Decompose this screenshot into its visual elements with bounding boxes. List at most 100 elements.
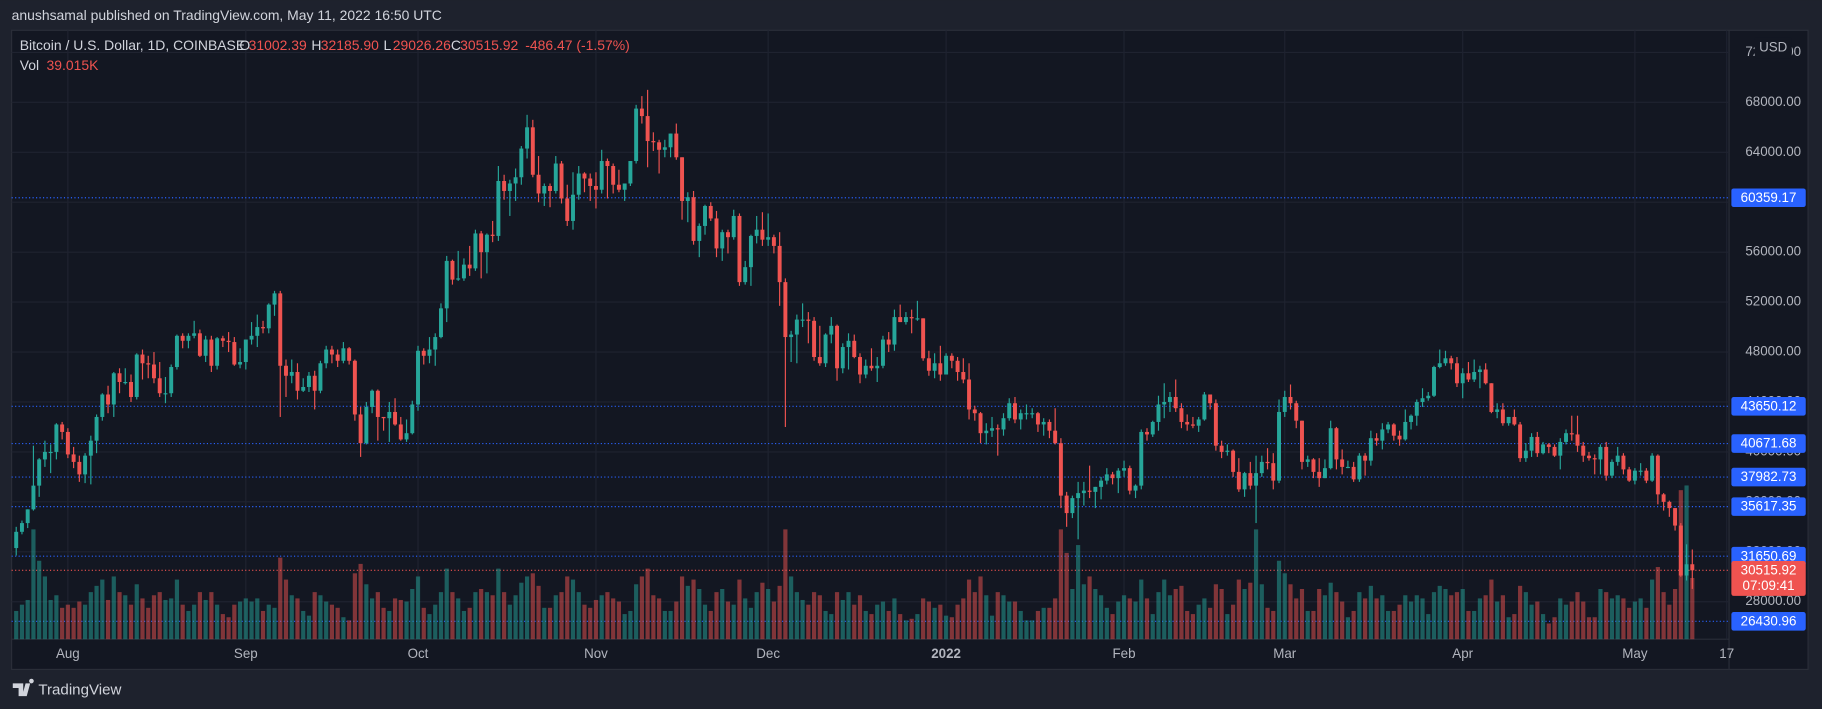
candle-body <box>743 267 748 283</box>
candle-body <box>1437 363 1442 368</box>
volume-bar <box>834 592 840 640</box>
volume-bar <box>226 617 231 640</box>
volume-bar <box>1535 601 1540 640</box>
volume-bar <box>1110 614 1115 640</box>
volume-bar <box>800 599 805 640</box>
candle-body <box>1592 458 1597 460</box>
volume-bar <box>1173 588 1178 640</box>
volume-bar <box>456 598 461 640</box>
volume-bar <box>433 604 438 640</box>
candle-body <box>967 379 972 410</box>
candle-body <box>553 163 558 191</box>
candle-body <box>1403 421 1408 440</box>
candle-body <box>71 454 76 462</box>
volume-bar <box>117 592 122 640</box>
candle-body <box>467 264 472 269</box>
volume-bar <box>524 576 530 640</box>
candle-body <box>1231 450 1236 472</box>
volume-bar <box>42 576 48 640</box>
volume-bar <box>1672 588 1678 640</box>
candle-body <box>341 348 346 361</box>
volume-bar <box>1454 592 1460 640</box>
volume-bar <box>691 579 696 640</box>
candle-body <box>978 413 983 434</box>
volume-bar <box>1190 614 1196 640</box>
y-tick-label: 28000.00 <box>1745 593 1801 608</box>
candle-body <box>197 333 202 356</box>
volume-bar <box>565 576 570 640</box>
volume-bar <box>955 604 960 640</box>
candle-body <box>651 141 656 143</box>
candle-body <box>1271 463 1276 481</box>
volume-bar <box>869 614 874 640</box>
volume-bar <box>490 595 495 640</box>
y-tick-label: 56000.00 <box>1745 244 1801 259</box>
volume-bar <box>852 604 857 640</box>
volume-bar <box>502 592 507 640</box>
volume-bar <box>128 604 134 640</box>
candle-body <box>1546 444 1551 447</box>
volume-bar <box>83 604 88 640</box>
candle-body <box>1609 461 1614 476</box>
volume-bar <box>875 604 880 640</box>
candle-body <box>1506 416 1511 424</box>
volume-bar <box>588 607 593 640</box>
volume-bar <box>1305 610 1310 640</box>
volume-bar <box>921 598 926 640</box>
candle-body <box>111 373 116 405</box>
candle-body <box>324 349 329 364</box>
candle-body <box>1644 470 1649 481</box>
volume-bar <box>1546 623 1551 640</box>
volume-bar <box>1529 604 1534 640</box>
volume-bar <box>1012 601 1018 640</box>
volume-bar <box>995 592 1000 640</box>
volume-bar <box>1231 604 1236 640</box>
volume-bar <box>605 592 610 640</box>
volume-bar <box>1632 601 1637 640</box>
volume-bar <box>467 607 472 640</box>
candle-body <box>1357 455 1362 480</box>
volume-bar <box>220 614 225 640</box>
volume-bar <box>1586 617 1592 640</box>
volume-bar <box>932 607 937 640</box>
candle-body <box>232 342 237 365</box>
candle-body <box>1564 433 1568 442</box>
candle-body <box>1099 480 1104 487</box>
volume-bar <box>1449 595 1454 640</box>
volume-bar <box>1414 595 1419 640</box>
volume-bar <box>1001 595 1006 640</box>
volume-bar <box>1489 579 1494 640</box>
volume-bar <box>926 601 931 640</box>
candle-body <box>169 367 174 394</box>
volume-bar <box>232 604 237 640</box>
level-label: 40671.68 <box>1741 436 1797 451</box>
candle-body <box>243 339 248 363</box>
candle-body <box>157 378 162 394</box>
candle-body <box>203 339 208 356</box>
volume-bar <box>1185 610 1190 640</box>
candle-body <box>961 372 966 380</box>
candle-body <box>444 260 449 309</box>
candle-body <box>1391 424 1396 436</box>
volume-bar <box>966 579 972 640</box>
candle-body <box>1512 416 1517 425</box>
volume-bar <box>1081 584 1086 640</box>
candle-body <box>1322 468 1327 479</box>
volume-bar <box>375 592 380 640</box>
candle-body <box>639 108 644 117</box>
volume-bar <box>1518 585 1523 640</box>
volume-bar <box>949 617 954 640</box>
volume-bar <box>1317 588 1322 640</box>
volume-bar <box>1035 610 1041 640</box>
candle-body <box>1552 446 1557 456</box>
volume-bar <box>1500 595 1505 640</box>
volume-bar <box>519 582 524 640</box>
volume-bar <box>1087 576 1092 640</box>
candle-body <box>1145 431 1149 435</box>
volume-bar <box>146 607 151 640</box>
candle-body <box>1018 413 1023 420</box>
volume-bar <box>760 582 765 640</box>
candle-body <box>542 185 547 194</box>
candle-body <box>289 372 294 376</box>
candle-body <box>1489 383 1494 412</box>
